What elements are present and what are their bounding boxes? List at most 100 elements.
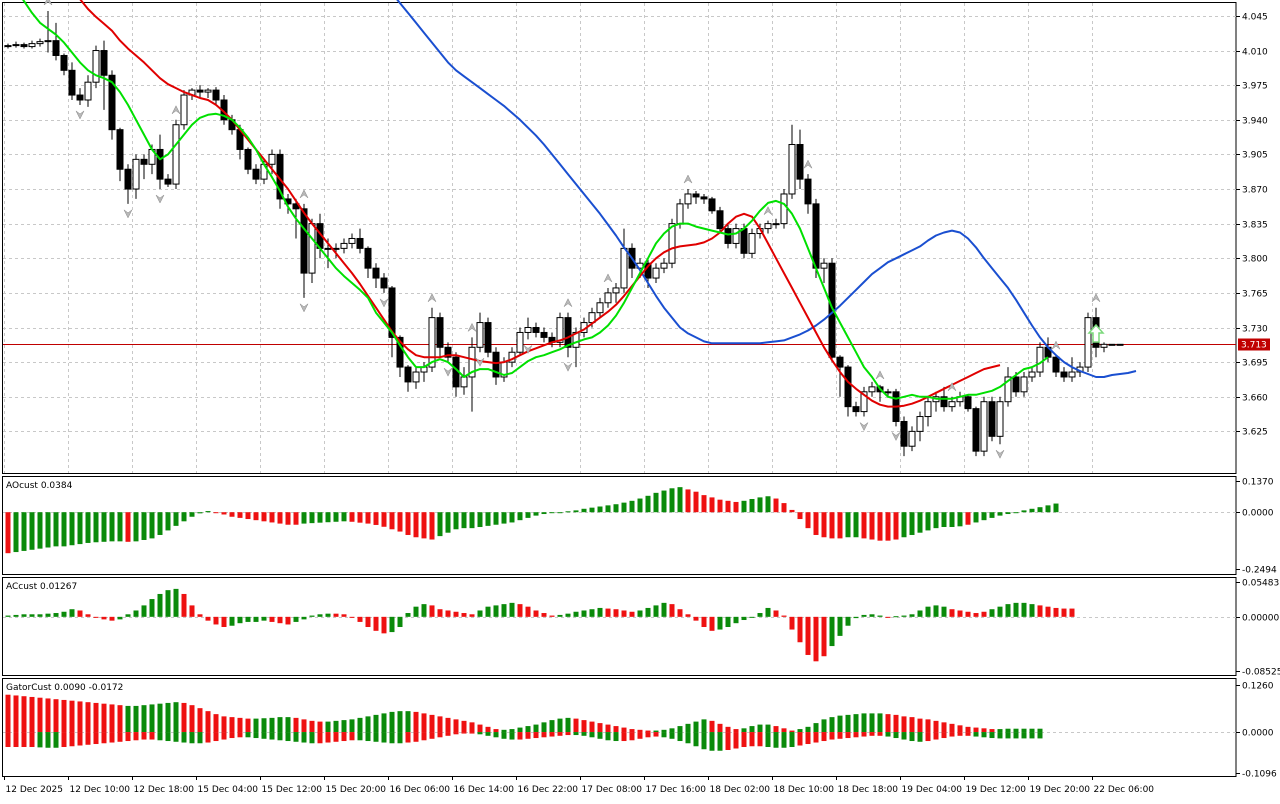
ao-bar (294, 512, 299, 525)
ac-bar (518, 604, 523, 617)
ao-bar (6, 512, 11, 553)
gator-upper-bar (38, 698, 43, 732)
gator-upper-bar (382, 713, 387, 732)
gator-upper-bar (70, 701, 75, 732)
gator-lower-bar (494, 732, 499, 737)
gator-upper-bar (358, 718, 363, 732)
gator-upper-bar (878, 713, 883, 732)
gator-lower-bar (918, 732, 923, 742)
ac-bar (382, 617, 387, 634)
gator-lower-bar (590, 732, 595, 737)
gator-lower-bar (190, 732, 195, 743)
gator-lower-bar (998, 732, 1003, 738)
gator-upper-bar (470, 722, 475, 732)
gator-upper-bar (654, 731, 659, 732)
gator-lower-bar (310, 732, 315, 743)
candle (1085, 313, 1091, 372)
ao-bar (110, 512, 115, 541)
ao-bar (958, 512, 963, 526)
ac-bar (702, 617, 707, 627)
gator-lower-bar (958, 732, 963, 736)
ao-bar (750, 499, 755, 512)
candle (989, 397, 995, 442)
ao-bar (774, 499, 779, 513)
ao-bar (830, 512, 835, 538)
gator-lower-bar (702, 732, 707, 749)
gator-upper-bar (414, 712, 419, 732)
gator-lower-bar (286, 732, 291, 741)
ac-tick-label: -0.08525 (1242, 668, 1280, 678)
ao-bar (766, 496, 771, 512)
gator-upper-bar (222, 716, 227, 732)
ao-tick-label: 0.0000 (1242, 509, 1274, 519)
gator-lower-bar (478, 732, 483, 734)
gator-lower-bar (718, 732, 723, 751)
gator-upper-bar (1014, 729, 1019, 732)
time-tick-label: 17 Dec 16:00 (646, 785, 707, 795)
gator-lower-bar (158, 732, 163, 740)
ao-bar (350, 512, 355, 522)
gator-upper-bar (710, 721, 715, 732)
gator-lower-bar (574, 732, 579, 735)
gator-lower-bar (830, 732, 835, 739)
ao-bar (726, 501, 731, 512)
time-tick-label: 19 Dec 20:00 (1030, 785, 1091, 795)
gator-lower-bar (54, 732, 59, 748)
gator-upper-bar (822, 719, 827, 732)
gator-lower-bar (758, 732, 763, 746)
ac-bar (894, 616, 899, 617)
ac-bar (622, 610, 627, 616)
gator-upper-bar (454, 719, 459, 732)
gator-lower-bar (350, 732, 355, 740)
gator-lower-bar (214, 732, 219, 741)
ao-bar (502, 512, 507, 523)
gator-lower-bar (174, 732, 179, 742)
ac-bar (526, 607, 531, 617)
gator-upper-bar (742, 728, 747, 732)
gator-upper-bar (158, 704, 163, 732)
gator-lower-bar (942, 732, 947, 738)
gator-upper-bar (182, 703, 187, 732)
gator-upper-bar (62, 700, 67, 732)
ao-bar (358, 512, 363, 522)
ao-bar (438, 512, 443, 536)
ac-bar (710, 617, 715, 631)
time-tick-label: 22 Dec 06:00 (1094, 785, 1155, 795)
ac-bar (1046, 607, 1051, 617)
ac-bar (606, 609, 611, 617)
ao-bar (710, 497, 715, 512)
gator-upper-bar (198, 708, 203, 732)
time-tick-label: 12 Dec 18:00 (134, 785, 195, 795)
ao-bar (886, 512, 891, 540)
ac-bar (990, 609, 995, 617)
ao-bar (966, 512, 971, 525)
gator-lower-bar (398, 732, 403, 743)
ao-bar (166, 512, 171, 530)
gator-upper-bar (622, 728, 627, 732)
ao-bar (510, 512, 515, 522)
gator-upper-bar (238, 718, 243, 732)
gator-upper-bar (278, 717, 283, 732)
ac-bar (510, 603, 515, 617)
gator-lower-bar (846, 732, 851, 738)
ao-bar (422, 512, 427, 538)
gator-title: GatorCust 0.0090 -0.0172 (6, 683, 123, 693)
ac-bar (134, 610, 139, 616)
gator-upper-bar (438, 716, 443, 732)
ac-bar (670, 604, 675, 617)
ac-bar (118, 617, 123, 620)
ac-bar (758, 613, 763, 617)
ac-bar (358, 617, 363, 622)
gator-upper-bar (486, 727, 491, 732)
gator-tick-label: 0.0000 (1242, 729, 1274, 739)
gator-upper-bar (6, 695, 11, 732)
gator-upper-bar (918, 719, 923, 732)
gator-upper-bar (510, 729, 515, 732)
gator-lower-bar (678, 732, 683, 741)
ao-bar (318, 512, 323, 522)
